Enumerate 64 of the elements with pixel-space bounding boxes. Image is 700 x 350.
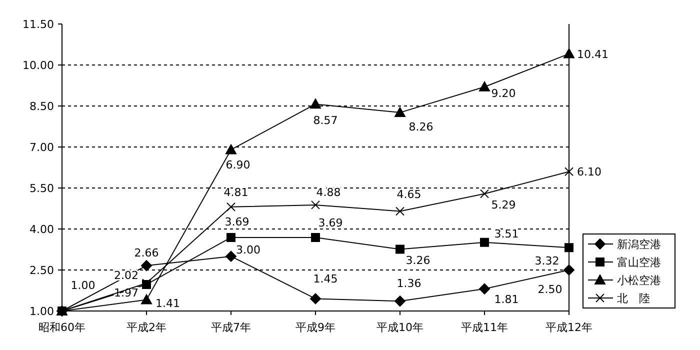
point: [480, 238, 489, 247]
point: [311, 232, 320, 242]
data-label: 10.41: [577, 48, 608, 61]
point: [311, 200, 320, 210]
point: [564, 167, 574, 176]
x-tick-label: 平成12年: [546, 321, 592, 334]
data-label: 4.65: [396, 188, 422, 202]
point: [564, 264, 574, 276]
data-label: 8.57: [313, 114, 338, 128]
y-tick-label: 11.50: [22, 18, 54, 31]
data-label: 1.00: [70, 279, 96, 292]
data-label: 5.29: [491, 198, 516, 212]
x-tick-label: 昭和60年: [38, 321, 86, 334]
point: [226, 144, 236, 154]
data-label: 6.10: [577, 166, 602, 179]
data-label: 3.69: [224, 215, 250, 228]
point: [479, 283, 490, 294]
point: [226, 250, 236, 262]
point: [141, 260, 152, 272]
point: [396, 206, 404, 216]
y-tick-label: 10.00: [22, 59, 54, 72]
x-tick-label: 平成10年: [376, 321, 424, 334]
data-label: 3.32: [534, 254, 560, 268]
point: [564, 243, 574, 252]
x-tick-label: 平成11年: [461, 321, 508, 334]
point: [396, 244, 404, 254]
point: [226, 202, 236, 212]
point: [394, 107, 406, 118]
data-label: 9.20: [491, 86, 516, 100]
x-tick-label: 平成9年: [296, 321, 336, 334]
point: [310, 98, 321, 109]
data-label: 2.50: [538, 283, 562, 296]
data-label: 4.88: [316, 186, 341, 199]
y-tick-label: 1.00: [30, 305, 54, 318]
point: [141, 294, 152, 304]
y-tick-label: 4.00: [30, 223, 54, 236]
data-label: 1.41: [156, 296, 180, 310]
y-tick-label: 7.00: [30, 141, 54, 154]
data-label: 8.26: [408, 120, 434, 134]
y-tick-label: 5.50: [30, 182, 54, 195]
data-label: 3.69: [318, 216, 343, 230]
point: [564, 48, 574, 58]
y-tick-label: 8.50: [30, 100, 54, 113]
point: [479, 81, 490, 92]
legend-label: 富山空港: [617, 256, 661, 269]
data-label: 1.36: [396, 277, 422, 290]
x-tick-label: 平成2年: [126, 321, 166, 334]
point: [310, 293, 321, 304]
data-label: 3.00: [236, 243, 260, 256]
legend-label: 小松空港: [617, 274, 661, 287]
data-label: 1.45: [313, 272, 338, 286]
data-label: 4.81: [224, 186, 248, 199]
legend-label: 北 陸: [617, 292, 650, 305]
data-label: 3.51: [494, 227, 519, 240]
data-label: 2.66: [134, 246, 159, 260]
data-label: 3.26: [406, 254, 430, 268]
point: [394, 296, 406, 307]
y-tick-label: 2.50: [30, 264, 54, 277]
point: [480, 189, 489, 198]
point: [226, 232, 236, 242]
legend-label: 新潟空港: [617, 238, 661, 251]
x-tick-label: 平成7年: [211, 321, 251, 334]
data-label: 6.90: [226, 158, 250, 172]
data-label: 1.81: [494, 292, 519, 306]
